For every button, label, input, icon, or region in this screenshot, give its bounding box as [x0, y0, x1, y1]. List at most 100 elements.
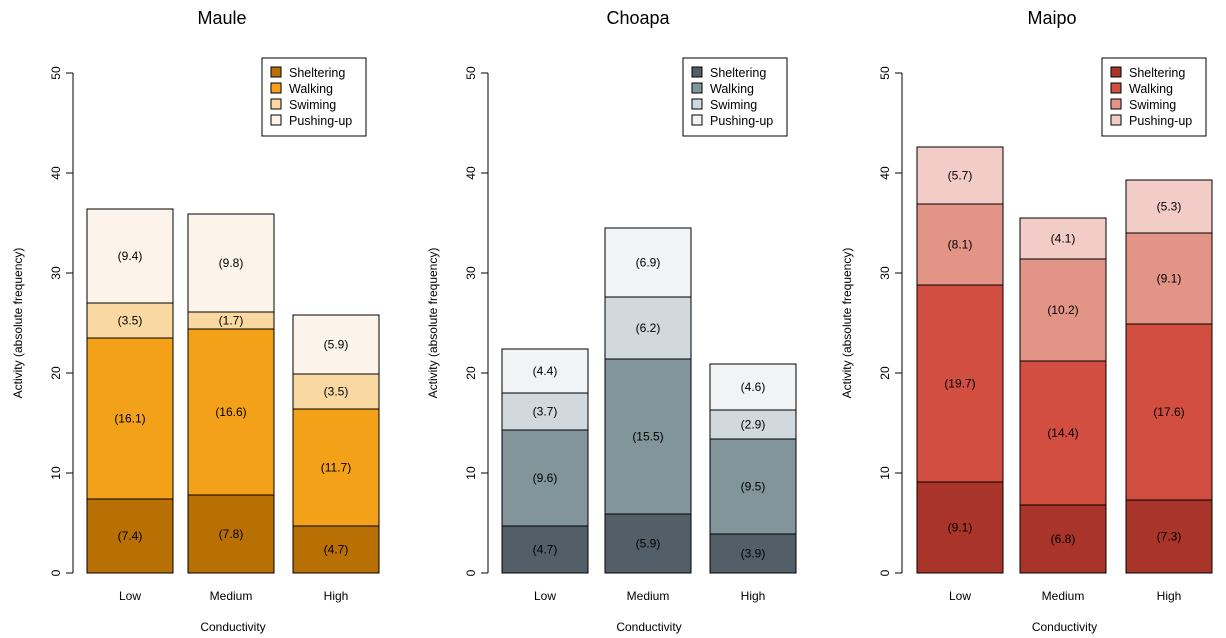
y-tick-label: 20: [878, 366, 892, 380]
data-label: (5.9): [636, 537, 661, 551]
data-label: (9.6): [533, 471, 558, 485]
bar-segment-sheltering-high: [292, 525, 380, 574]
data-label: (3.5): [118, 314, 143, 328]
y-axis-label: Activity (absolute frequency): [11, 248, 25, 399]
bar-segment-walking-low: [501, 429, 589, 527]
bar-segment-swiming-low: [86, 302, 174, 339]
y-tick-label: 20: [49, 366, 63, 380]
data-label: (1.7): [219, 314, 244, 328]
legend-swatch: [1110, 114, 1122, 126]
bar-segment-pushing-up-low: [501, 348, 589, 394]
data-label: (4.7): [533, 543, 558, 557]
x-tick-label: High: [1157, 589, 1182, 603]
legend-label: Walking: [289, 82, 333, 96]
data-label: (3.9): [741, 547, 766, 561]
y-tick-label: 50: [464, 66, 478, 80]
bar-segment-sheltering-low: [916, 481, 1004, 574]
bar-segment-pushing-up-high: [1125, 179, 1213, 234]
data-label: (7.4): [118, 529, 143, 543]
bar-segment-pushing-up-high: [709, 363, 797, 411]
y-tick-label: 50: [878, 66, 892, 80]
y-tick-label: 20: [464, 366, 478, 380]
x-tick-label: Low: [534, 589, 556, 603]
data-label: (3.7): [533, 405, 558, 419]
chart-panel-choapa: Choapa 0 10 20 30 40 50 Activity (absolute freq…: [426, 8, 797, 634]
data-label: (7.8): [219, 527, 244, 541]
chart-panel-maipo: Maipo 0 10 20 30 40 50 Activity (absolute frequ…: [840, 8, 1213, 634]
y-tick-label: 30: [49, 266, 63, 280]
bar-segment-walking-medium: [187, 328, 275, 496]
data-label: (9.5): [741, 480, 766, 494]
chart-title: Choapa: [606, 8, 670, 28]
y-tick-label: 0: [878, 569, 892, 576]
bar-segment-sheltering-low: [86, 498, 174, 574]
bar-segment-walking-high: [709, 438, 797, 535]
legend-swatch: [1110, 98, 1122, 110]
bar-segment-pushing-up-low: [86, 208, 174, 304]
x-axis-label: Conductivity: [200, 620, 265, 634]
bar-segment-walking-high: [1125, 323, 1213, 501]
legend-swatch: [1110, 82, 1122, 94]
chart-title: Maule: [197, 8, 246, 28]
bar-segment-swiming-low: [916, 203, 1004, 286]
legend-swatch: [270, 66, 282, 78]
data-label: (4.7): [324, 543, 349, 557]
legend-swatch: [270, 114, 282, 126]
data-label: (6.8): [1051, 532, 1076, 546]
legend-label: Swiming: [1129, 98, 1176, 112]
data-label: (4.6): [741, 380, 766, 394]
data-label: (15.5): [632, 430, 663, 444]
y-tick-label: 30: [464, 266, 478, 280]
bar-segment-sheltering-medium: [1019, 504, 1107, 574]
bar-segment-swiming-high: [1125, 232, 1213, 325]
x-tick-label: Low: [949, 589, 971, 603]
x-tick-label: Low: [119, 589, 141, 603]
chart-title: Maipo: [1027, 8, 1076, 28]
legend-swatch: [691, 114, 703, 126]
bar-segment-walking-low: [916, 284, 1004, 483]
legend-swatch: [270, 98, 282, 110]
chart-panel-maule: Maule 0 10 20 30 40 50 Activity (absolute frequ…: [11, 8, 380, 634]
bar-segment-walking-low: [86, 337, 174, 500]
bar-segment-walking-medium: [1019, 360, 1107, 506]
data-label: (3.5): [324, 385, 349, 399]
bar-segment-walking-high: [292, 408, 380, 527]
bar-segment-swiming-medium: [604, 296, 692, 360]
data-label: (19.7): [944, 377, 975, 391]
data-label: (9.4): [118, 249, 143, 263]
x-tick-label: Medium: [1042, 589, 1085, 603]
data-label: (8.1): [948, 238, 973, 252]
legend-label: Pushing-up: [289, 114, 352, 128]
bar-segment-pushing-up-high: [292, 314, 380, 375]
y-tick-label: 10: [878, 466, 892, 480]
legend-label: Walking: [1129, 82, 1173, 96]
bar-segment-swiming-low: [501, 392, 589, 431]
bar-segment-pushing-up-medium: [604, 227, 692, 298]
data-label: (7.3): [1157, 530, 1182, 544]
legend-label: Swiming: [289, 98, 336, 112]
bar-segment-pushing-up-medium: [187, 213, 275, 313]
y-tick-label: 0: [49, 569, 63, 576]
legend-label: Sheltering: [710, 66, 766, 80]
legend-label: Pushing-up: [710, 114, 773, 128]
data-label: (4.4): [533, 364, 558, 378]
bar-segment-swiming-medium: [1019, 258, 1107, 362]
y-tick-label: 0: [464, 569, 478, 576]
data-label: (10.2): [1047, 303, 1078, 317]
y-axis-label: Activity (absolute frequency): [426, 248, 440, 399]
data-label: (16.1): [114, 412, 145, 426]
legend-label: Swiming: [710, 98, 757, 112]
y-tick-label: 10: [49, 466, 63, 480]
bar-segment-sheltering-high: [709, 533, 797, 574]
bar-segment-sheltering-medium: [604, 513, 692, 574]
bar-segment-swiming-high: [709, 409, 797, 440]
bar-segment-swiming-high: [292, 373, 380, 410]
x-tick-label: High: [741, 589, 766, 603]
bar-segment-sheltering-low: [501, 525, 589, 574]
data-label: (9.1): [1157, 272, 1182, 286]
y-tick-label: 50: [49, 66, 63, 80]
y-tick-label: 40: [878, 166, 892, 180]
data-label: (5.9): [324, 338, 349, 352]
data-label: (4.1): [1051, 232, 1076, 246]
